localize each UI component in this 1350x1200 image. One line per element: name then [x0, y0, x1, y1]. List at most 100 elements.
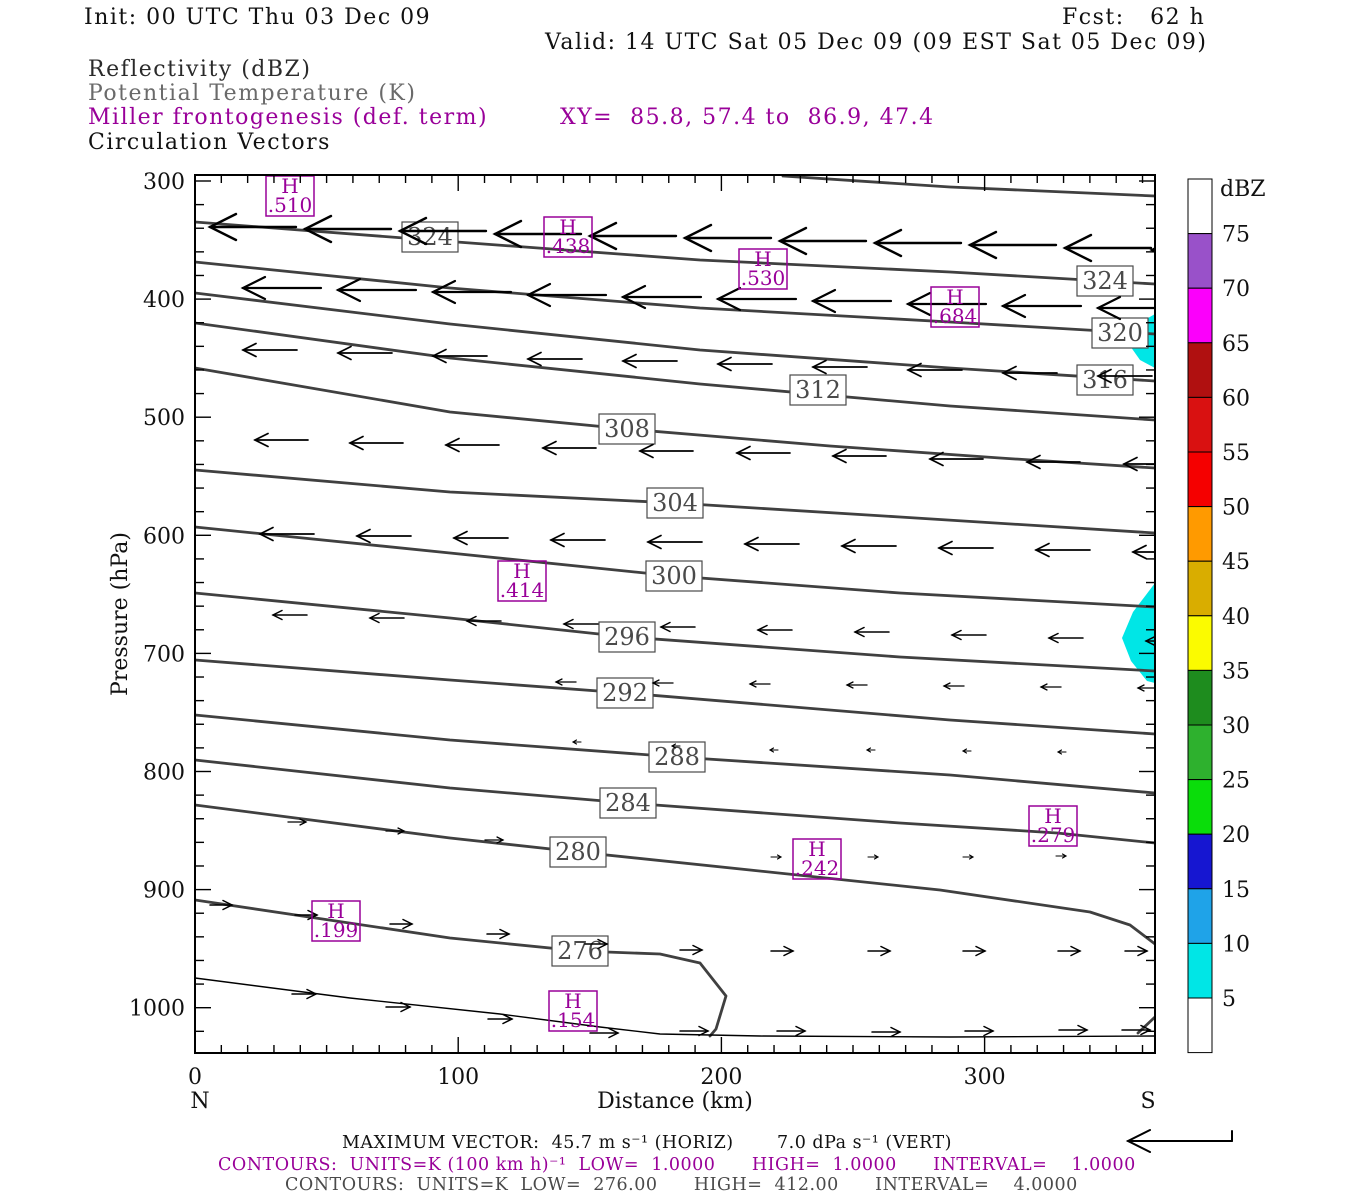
- x-end-label-north: N: [190, 1089, 209, 1114]
- circulation-arrow-right: [389, 918, 414, 930]
- contour-label: 308: [604, 415, 650, 443]
- frontogenesis-maxima: H.510H.438H.530H.684H.414H.279H.242H.199…: [265, 174, 1078, 1032]
- y-tick-label: 900: [143, 879, 185, 904]
- circulation-arrow-right: [770, 854, 783, 860]
- circulation-arrow-right: [1124, 945, 1149, 957]
- circulation-arrow-left: [620, 284, 703, 310]
- circulation-arrow-left: [845, 681, 868, 689]
- h-marker-letter: H: [1044, 804, 1061, 828]
- colorbar-tick-label: 30: [1222, 714, 1250, 739]
- contour-label: 312: [795, 376, 841, 404]
- circulation-arrow-left: [452, 530, 509, 546]
- h-marker-box: [543, 216, 593, 258]
- h-marker-value: .530: [741, 266, 786, 290]
- axis-ticks: [194, 175, 1155, 1053]
- contour-label-box: [648, 741, 706, 773]
- h-marker-letter: H: [327, 899, 344, 923]
- circulation-arrow-right: [486, 928, 511, 940]
- h-marker-box: [497, 560, 547, 602]
- isentrope-contour: [195, 898, 728, 1038]
- h-marker-value: .414: [500, 578, 545, 602]
- reflectivity-patch: [1122, 583, 1155, 683]
- circulation-arrow-right: [776, 1025, 807, 1037]
- circulation-arrow-right: [584, 938, 609, 950]
- x-tick-label: 0: [188, 1065, 202, 1090]
- h-marker-box: [792, 838, 842, 880]
- circulation-arrow-left: [1034, 542, 1091, 558]
- circulation-arrow-right: [867, 854, 880, 860]
- circulation-arrow-left: [253, 432, 309, 448]
- colorbar-segment: [1187, 724, 1213, 781]
- circulation-arrow-left: [865, 747, 876, 753]
- circulation-arrow-left: [670, 743, 681, 749]
- circulation-arrow-left: [777, 226, 868, 256]
- contour-label: 280: [555, 838, 601, 866]
- x-tick-label: 200: [700, 1065, 742, 1090]
- contour-label: 304: [652, 489, 698, 517]
- circulation-arrow-left: [756, 624, 793, 636]
- circulation-arrow-left: [397, 216, 488, 246]
- isentrope-contour: [195, 758, 1155, 845]
- circulation-arrow-left: [906, 362, 963, 378]
- contour-lines: [195, 175, 1155, 1038]
- colorbar-segment: [1187, 669, 1213, 726]
- y-tick-label: 700: [143, 642, 185, 667]
- circulation-arrow-left: [526, 351, 583, 367]
- circulation-arrow-right: [770, 945, 795, 957]
- colorbar-segment: [1187, 287, 1213, 344]
- circulation-arrow-right: [964, 1025, 995, 1037]
- contour-label: 296: [604, 623, 650, 651]
- plot-frame: [194, 174, 1156, 1054]
- circulation-arrow-left: [1144, 635, 1155, 647]
- contour-label-box: [789, 374, 847, 406]
- x-tick-label: 300: [964, 1065, 1006, 1090]
- valid-time-label: Valid: 14 UTC Sat 05 Dec 09 (09 EST Sat …: [545, 30, 1208, 55]
- h-marker-box: [311, 900, 361, 942]
- circulation-arrow-right: [589, 1027, 620, 1039]
- surface-line: [195, 977, 1155, 1038]
- circulation-arrow-left: [646, 534, 703, 550]
- colorbar-segment: [1187, 888, 1213, 944]
- circulation-arrow-right: [867, 945, 892, 957]
- colorbar-tick-label: 10: [1222, 932, 1250, 957]
- circulation-arrow-left: [1000, 293, 1083, 319]
- circulation-arrow-left: [942, 682, 965, 690]
- colorbar-tick-label: 70: [1222, 277, 1250, 302]
- circulation-arrow-left: [271, 609, 308, 621]
- max-vector-vert-label: 7.0 dPa s⁻¹ (VERT): [777, 1133, 952, 1153]
- y-tick-label: 1000: [129, 997, 185, 1022]
- x-end-label-south: S: [1140, 1089, 1155, 1114]
- circulation-arrow-right: [209, 899, 234, 911]
- circulation-arrow-left: [811, 359, 868, 375]
- circulation-arrow-left: [659, 621, 696, 633]
- circulation-arrow-right: [1057, 945, 1082, 957]
- circulation-arrow-left: [716, 356, 773, 372]
- circulation-arrow-right: [291, 988, 318, 1000]
- circulation-arrow-left: [302, 214, 393, 244]
- colorbar-segment: [1187, 942, 1213, 999]
- x-tick-label: 100: [437, 1065, 479, 1090]
- reference-arrow: [1125, 1129, 1233, 1153]
- circulation-arrow-left: [621, 353, 678, 369]
- y-tick-label: 500: [143, 406, 185, 431]
- colorbar-segment: [1187, 396, 1213, 453]
- circulation-arrow-left: [431, 348, 488, 364]
- circulation-arrow-left: [430, 279, 513, 305]
- circulation-arrow-left: [651, 679, 674, 687]
- circulation-arrow-left: [840, 538, 897, 554]
- h-marker-letter: H: [946, 285, 963, 309]
- circulation-arrow-left: [355, 528, 412, 544]
- colorbar-tick-label: 15: [1222, 878, 1250, 903]
- isentrope-contour: [195, 366, 1155, 470]
- circulation-arrow-left: [258, 526, 315, 542]
- contour-label: 288: [654, 743, 700, 771]
- h-marker-box: [548, 990, 598, 1032]
- contour-label-box: [549, 836, 607, 868]
- circulation-arrow-right: [962, 945, 987, 957]
- h-marker-value: .199: [314, 918, 359, 942]
- colorbar-title: dBZ: [1220, 177, 1266, 202]
- isentrope-contour: [195, 220, 1155, 286]
- colorbar: dBZ 75 70 65 60 55 50 45 40 35 30 25 20 15 10 5: [1187, 177, 1266, 1054]
- circulation-arrow-left: [872, 228, 963, 258]
- circulation-arrow-left: [961, 748, 972, 754]
